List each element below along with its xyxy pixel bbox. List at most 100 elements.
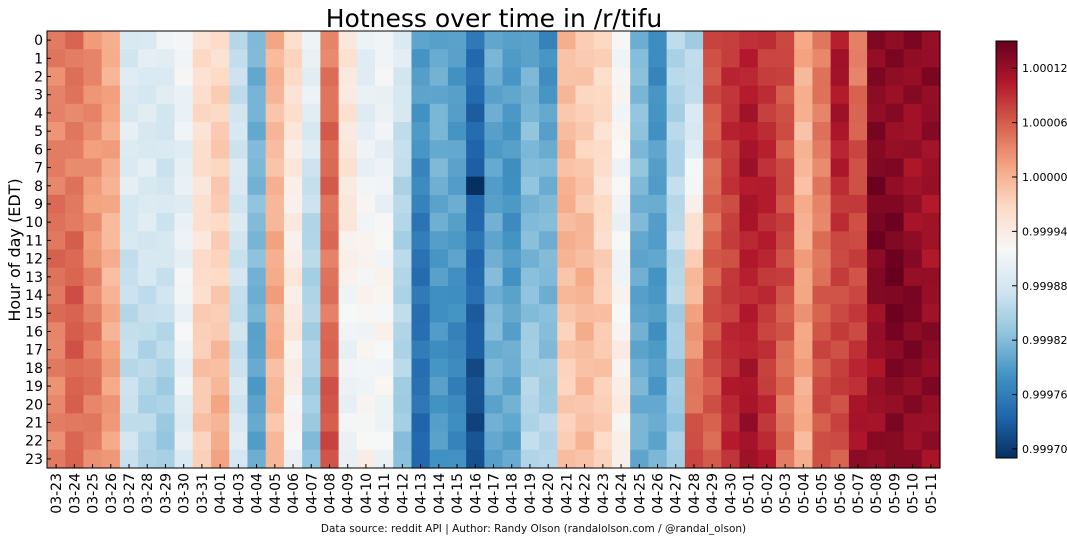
- heatmap-cell: [156, 340, 176, 360]
- heatmap-cell: [302, 285, 321, 305]
- heatmap-cell: [484, 285, 504, 305]
- heatmap-cell: [192, 231, 212, 251]
- heatmap-cell: [338, 122, 358, 141]
- heatmap-cell: [721, 322, 741, 342]
- heatmap-cell: [375, 103, 394, 123]
- heatmap-cell: [356, 31, 376, 50]
- heatmap-cell: [885, 103, 905, 123]
- heatmap-cell: [648, 267, 668, 287]
- heatmap-cell: [156, 85, 176, 105]
- heatmap-cell: [83, 395, 103, 414]
- heatmap-cell: [520, 231, 540, 251]
- heatmap-cell: [375, 267, 394, 287]
- heatmap-cell: [666, 31, 686, 50]
- heatmap-cell: [338, 194, 358, 214]
- heatmap-cell: [65, 103, 85, 123]
- heatmap-cell: [119, 395, 139, 414]
- heatmap-cell: [174, 249, 194, 269]
- heatmap-cell: [411, 431, 431, 451]
- heatmap-cell: [921, 103, 941, 123]
- heatmap-cell: [593, 213, 613, 232]
- heatmap-cell: [429, 395, 449, 414]
- heatmap-cell: [903, 340, 923, 360]
- heatmap-cell: [265, 376, 285, 396]
- heatmap-cell: [539, 67, 558, 87]
- heatmap-cell: [283, 231, 303, 251]
- heatmap-cell: [830, 122, 850, 141]
- heatmap-cell: [156, 322, 176, 342]
- heatmap-cell: [83, 49, 103, 69]
- heatmap-cell: [247, 322, 267, 342]
- heatmap-cell: [411, 304, 431, 323]
- heatmap-cell: [593, 267, 613, 287]
- heatmap-cell: [447, 231, 467, 251]
- heatmap-cell: [684, 85, 704, 105]
- heatmap-cell: [356, 213, 376, 232]
- heatmap-cell: [502, 103, 522, 123]
- heatmap-cell: [65, 85, 85, 105]
- heatmap-cell: [775, 158, 795, 178]
- heatmap-cell: [156, 376, 176, 396]
- heatmap-cell: [502, 213, 522, 232]
- heatmap-cell: [83, 358, 103, 378]
- heatmap-cell: [502, 122, 522, 141]
- heatmap-cell: [648, 231, 668, 251]
- heatmap-cell: [247, 85, 267, 105]
- heatmap-cell: [411, 231, 431, 251]
- heatmap-cell: [502, 158, 522, 178]
- heatmap-cell: [921, 358, 941, 378]
- heatmap-cell: [119, 304, 139, 323]
- heatmap-cell: [593, 431, 613, 451]
- heatmap-cell: [794, 431, 814, 451]
- heatmap-cell: [265, 340, 285, 360]
- heatmap-cell: [520, 103, 540, 123]
- heatmap-cell: [338, 213, 358, 232]
- heatmap-cell: [520, 413, 540, 433]
- heatmap-cell: [429, 449, 449, 469]
- heatmap-cell: [611, 431, 631, 451]
- heatmap-cell: [138, 322, 157, 342]
- heatmap-cell: [539, 322, 558, 342]
- heatmap-cell: [557, 140, 577, 160]
- heatmap-cell: [265, 449, 285, 469]
- heatmap-cell: [921, 285, 941, 305]
- x-tick-label: 04-28: [687, 473, 703, 514]
- heatmap-cell: [848, 304, 868, 323]
- heatmap-cell: [356, 267, 376, 287]
- heatmap-cell: [575, 31, 595, 50]
- y-tick-label: 9: [34, 197, 43, 213]
- heatmap-cell: [83, 431, 103, 451]
- heatmap-cell: [302, 376, 321, 396]
- heatmap-cell: [192, 158, 212, 178]
- heatmap-cell: [393, 85, 413, 105]
- heatmap-cell: [520, 194, 540, 214]
- heatmap-cell: [757, 395, 777, 414]
- heatmap-cell: [320, 103, 340, 123]
- heatmap-cell: [466, 322, 485, 342]
- heatmap-cell: [101, 194, 121, 214]
- heatmap-cell: [684, 413, 704, 433]
- heatmap-cell: [466, 285, 485, 305]
- heatmap-cell: [848, 413, 868, 433]
- heatmap-cell: [885, 340, 905, 360]
- heatmap-cell: [283, 213, 303, 232]
- heatmap-cell: [320, 267, 340, 287]
- heatmap-cell: [247, 140, 267, 160]
- heatmap-cell: [630, 194, 649, 214]
- heatmap-cell: [192, 413, 212, 433]
- heatmap-cell: [47, 413, 66, 433]
- heatmap-cell: [174, 31, 194, 50]
- heatmap-cell: [265, 249, 285, 269]
- heatmap-cell: [247, 122, 267, 141]
- heatmap-cell: [557, 358, 577, 378]
- heatmap-cell: [794, 358, 814, 378]
- heatmap-cell: [757, 67, 777, 87]
- heatmap-cell: [83, 267, 103, 287]
- heatmap-cell: [903, 31, 923, 50]
- heatmap-cell: [393, 285, 413, 305]
- heatmap-cell: [466, 431, 485, 451]
- heatmap-cell: [302, 322, 321, 342]
- heatmap-cell: [174, 449, 194, 469]
- heatmap-cell: [156, 158, 176, 178]
- heatmap-cell: [903, 322, 923, 342]
